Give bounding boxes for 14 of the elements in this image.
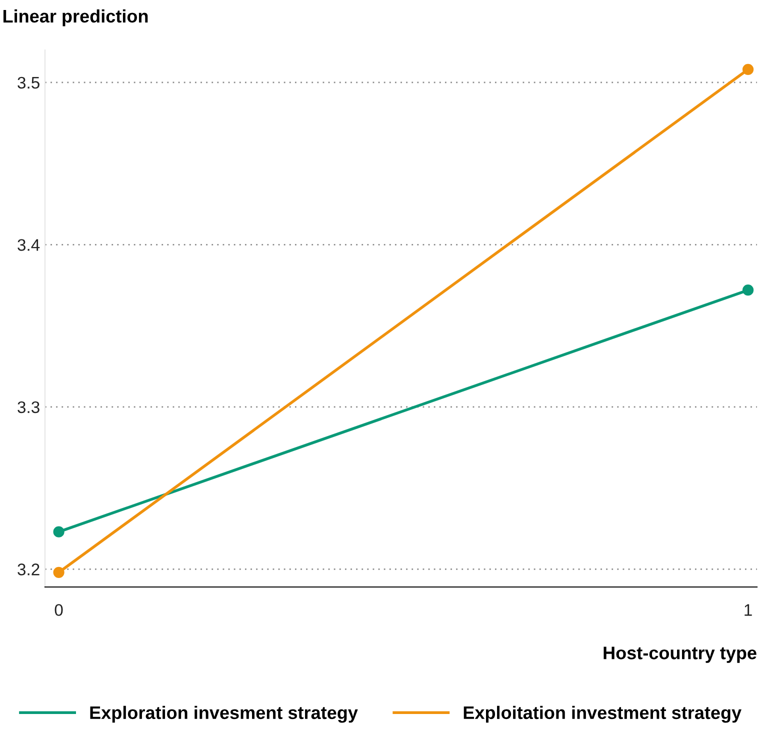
legend-label: Exploration invesment strategy — [90, 706, 358, 723]
x-axis-title: Host-country type — [604, 646, 756, 663]
y-axis-title: Linear prediction — [3, 9, 148, 26]
y-tick-label: 3.2 — [18, 564, 40, 576]
point — [53, 526, 64, 538]
x-tick-label: 1 — [744, 604, 752, 616]
point — [742, 284, 754, 296]
legend-label: Exploitation investment strategy — [464, 706, 742, 723]
point — [53, 566, 64, 578]
point — [742, 64, 754, 76]
x-tick-label: 0 — [54, 604, 63, 616]
y-tick-label: 3.3 — [18, 401, 40, 414]
y-tick-label: 3.4 — [18, 239, 40, 251]
y-tick-label: 3.5 — [18, 76, 40, 89]
